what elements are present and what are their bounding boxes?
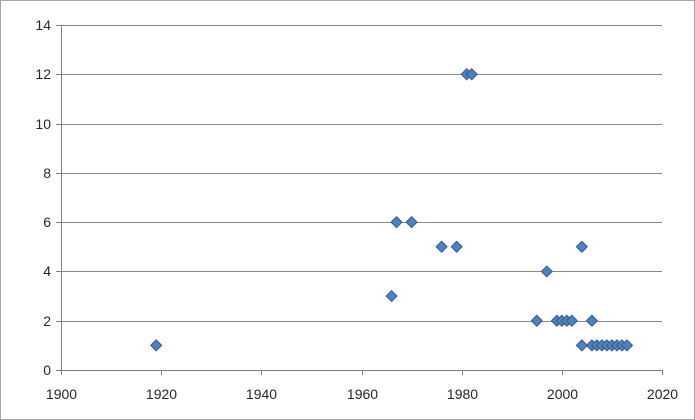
data-point-marker-1966-3 bbox=[385, 290, 398, 303]
data-point-marker-2004-5 bbox=[575, 240, 588, 253]
y-tick-label-12: 12 bbox=[35, 66, 51, 82]
y-tick-label-10: 10 bbox=[35, 116, 51, 132]
data-point-marker-1976-5 bbox=[435, 240, 448, 253]
x-tick-label-1960: 1960 bbox=[347, 386, 378, 402]
data-point-marker-1997-4 bbox=[540, 265, 553, 278]
x-tick-label-1940: 1940 bbox=[246, 386, 277, 402]
data-point-marker-1995-2 bbox=[530, 314, 543, 327]
y-tick-label-4: 4 bbox=[43, 263, 51, 279]
x-tick-label-1900: 1900 bbox=[46, 386, 77, 402]
data-point-marker-1967-6 bbox=[390, 216, 403, 229]
y-tick-label-2: 2 bbox=[43, 313, 51, 329]
y-tick-label-0: 0 bbox=[43, 362, 51, 378]
data-point-marker-1982-12 bbox=[465, 68, 478, 81]
x-tick-label-1920: 1920 bbox=[146, 386, 177, 402]
data-point-marker-1970-6 bbox=[405, 216, 418, 229]
data-point-marker-2006-2 bbox=[585, 314, 598, 327]
data-point-marker-2004-1 bbox=[575, 339, 588, 352]
y-tick-label-6: 6 bbox=[43, 214, 51, 230]
x-tick-label-2020: 2020 bbox=[647, 386, 678, 402]
data-point-marker-2002-2 bbox=[565, 314, 578, 327]
data-point-marker-2013-1 bbox=[620, 339, 633, 352]
y-tick-label-14: 14 bbox=[35, 17, 51, 33]
data-point-marker-1979-5 bbox=[450, 240, 463, 253]
y-tick-label-8: 8 bbox=[43, 165, 51, 181]
x-tick-label-2000: 2000 bbox=[547, 386, 578, 402]
x-tick-label-1980: 1980 bbox=[447, 386, 478, 402]
data-point-marker-1919-1 bbox=[150, 339, 163, 352]
